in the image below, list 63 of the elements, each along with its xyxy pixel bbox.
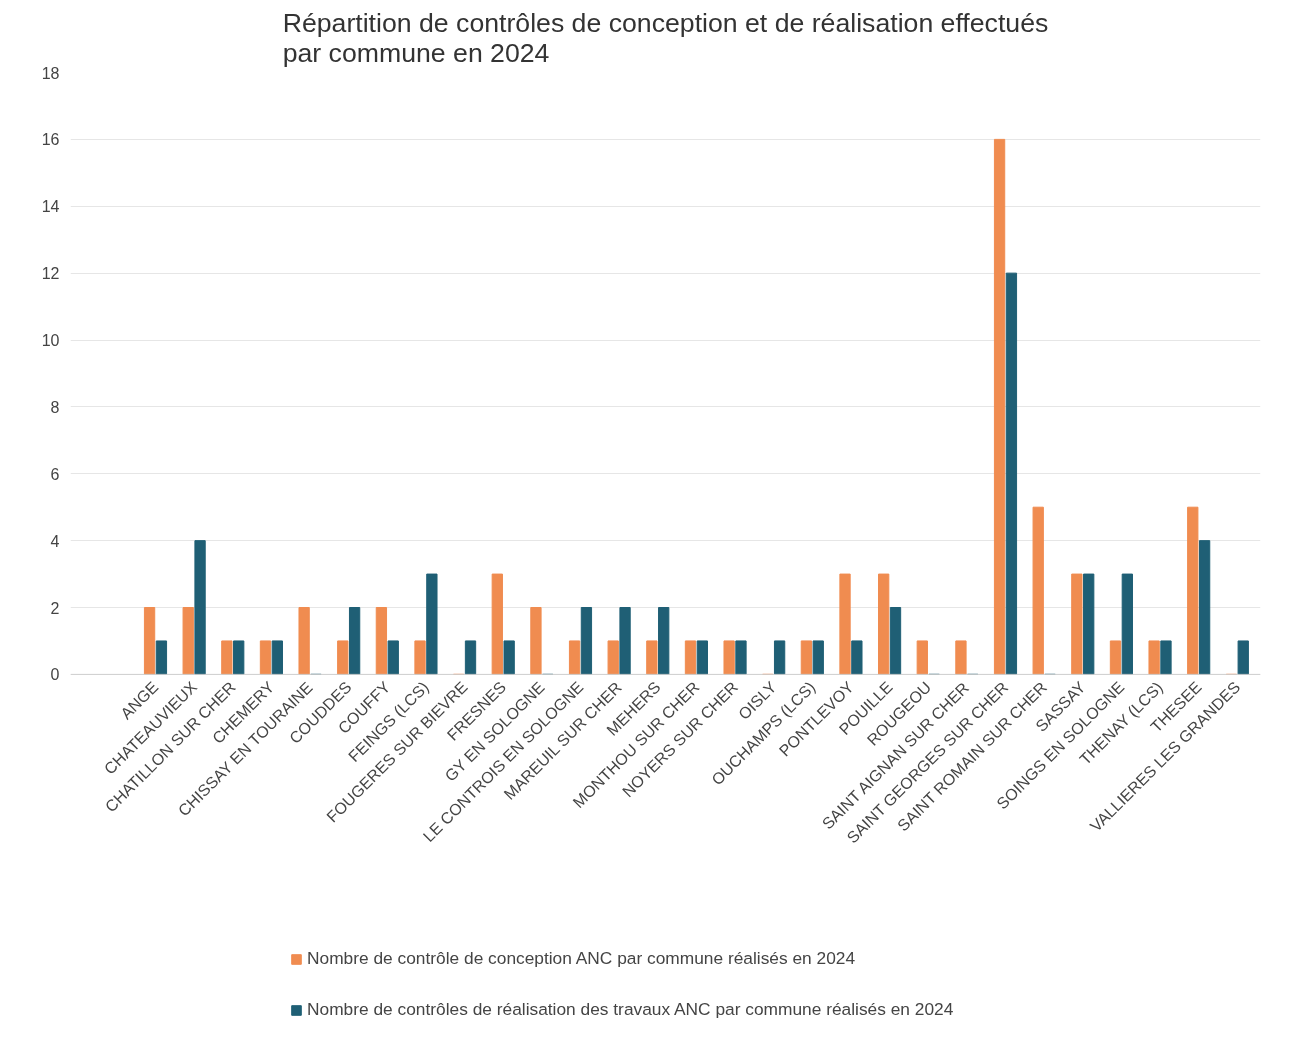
bar: [464, 640, 477, 675]
bar: [658, 607, 670, 675]
bar: [916, 640, 928, 675]
bar: [878, 573, 890, 675]
bar: [800, 640, 813, 675]
bar: [1187, 506, 1199, 675]
bar: [1071, 573, 1083, 675]
bar: [607, 640, 619, 675]
bar: [155, 640, 168, 675]
bar: [348, 607, 361, 675]
y-tick-label: 14: [41, 198, 60, 216]
bar: [337, 640, 349, 675]
bar: [1032, 506, 1044, 675]
bar: [375, 607, 388, 675]
y-tick-label: 12: [41, 265, 60, 283]
bar: [491, 573, 503, 675]
chart-title: Répartition de contrôles de conception et de réalisation effectués par commune en 2024: [282, 7, 1049, 68]
bar: [1160, 640, 1172, 675]
bar: [1121, 573, 1133, 675]
bar: [298, 607, 310, 675]
bar: [1148, 640, 1160, 675]
bar: [619, 607, 631, 675]
bar: [1198, 540, 1211, 675]
bar: [839, 573, 851, 675]
bar: [955, 640, 967, 675]
bar: [503, 640, 515, 675]
bar: [723, 640, 735, 675]
bar: [735, 640, 747, 675]
bar: [530, 607, 542, 675]
bar: [1237, 640, 1249, 675]
bar: [696, 640, 708, 675]
y-tick-label: 0: [50, 666, 60, 684]
bar: [1005, 272, 1018, 675]
bar: [143, 607, 156, 675]
bar: [221, 640, 233, 675]
y-tick-label: 6: [50, 465, 60, 483]
y-tick-label: 4: [50, 532, 60, 550]
bar: [426, 573, 438, 675]
bar: [387, 640, 399, 675]
y-tick-label: 16: [41, 131, 60, 149]
y-tick-label: 2: [50, 599, 60, 617]
bar: [812, 640, 824, 675]
bar: [851, 640, 863, 675]
bar: [1083, 573, 1095, 675]
bar: [646, 640, 658, 675]
bar: [993, 138, 1006, 675]
y-tick-label: 8: [50, 398, 60, 416]
legend-label: Nombre de contrôles de réalisation des travaux ANC par commune réalisés en 2024: [307, 999, 954, 1020]
bar: [1109, 640, 1122, 675]
bar: [194, 540, 206, 675]
bar: [271, 640, 283, 675]
bar: [568, 640, 581, 675]
bar: [233, 640, 245, 675]
legend-label: Nombre de contrôle de conception ANC par commune réalisés en 2024: [307, 948, 856, 969]
bar: [182, 607, 194, 675]
y-tick-label: 18: [41, 64, 60, 82]
bar: [889, 607, 902, 675]
bar: [259, 640, 272, 675]
bar: [414, 640, 426, 675]
bar: [580, 607, 593, 675]
bar: [684, 640, 697, 675]
bar: [773, 640, 786, 675]
y-tick-label: 10: [41, 332, 60, 349]
